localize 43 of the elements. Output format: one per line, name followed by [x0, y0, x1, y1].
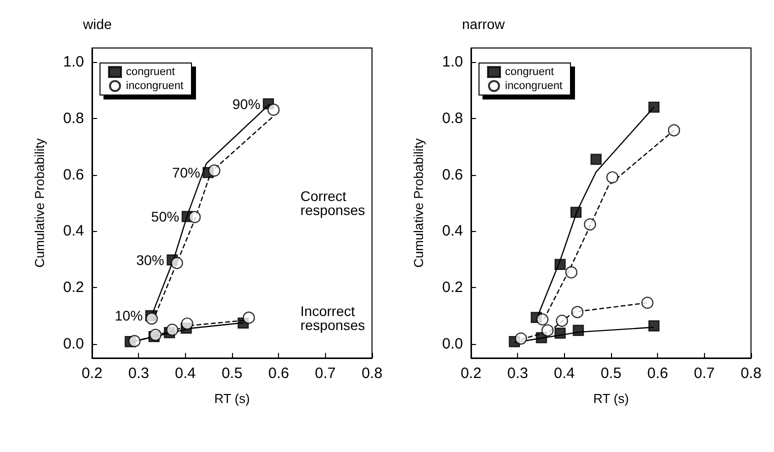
y-tick-label: 0.8: [442, 110, 463, 127]
y-tick-label: 0.8: [63, 110, 84, 127]
legend-label: congruent: [126, 66, 175, 78]
y-tick-label: 0.4: [442, 222, 463, 240]
x-tick-label: 0.5: [222, 365, 242, 382]
x-tick-label: 0.8: [740, 365, 762, 382]
annotation: 50%: [151, 208, 180, 225]
y-tick-label: 0.0: [63, 335, 84, 352]
y-tick-label: 0.0: [442, 335, 463, 352]
x-tick-label: 0.7: [314, 365, 336, 382]
y-tick-label: 0.2: [63, 279, 84, 296]
legend-label: incongruent: [126, 80, 184, 92]
y-tick-label: 0.4: [63, 222, 84, 240]
x-axis-title: RT (s): [214, 391, 250, 406]
annotation: 30%: [136, 252, 164, 268]
annotation: 90%: [232, 96, 260, 112]
chart-title: wide: [82, 16, 112, 32]
annotation: Incorrect responses: [300, 303, 365, 333]
x-tick-label: 0.3: [128, 365, 150, 382]
x-axis-title: RT (s): [593, 391, 629, 406]
annotation: 70%: [172, 164, 200, 181]
x-tick-label: 0.2: [460, 365, 482, 382]
x-tick-label: 0.4: [554, 365, 575, 382]
y-tick-label: 0.6: [442, 166, 463, 184]
y-axis-title: Cumulative Probability: [32, 138, 47, 268]
y-axis-title: Cumulative Probability: [411, 138, 426, 268]
x-tick-label: 0.6: [268, 365, 290, 382]
legend-label: incongruent: [505, 80, 562, 92]
x-tick-label: 0.2: [82, 365, 102, 382]
x-tick-label: 0.6: [647, 365, 668, 382]
y-tick-label: 1.0: [442, 54, 463, 71]
x-tick-label: 0.7: [694, 365, 715, 382]
annotation: 10%: [114, 308, 143, 324]
x-tick-label: 0.4: [174, 365, 196, 382]
legend-label: congruent: [505, 66, 554, 78]
x-tick-label: 0.3: [507, 365, 528, 382]
y-tick-label: 1.0: [63, 54, 84, 71]
x-tick-label: 0.5: [600, 365, 622, 382]
annotation: Correct responses: [300, 188, 365, 218]
y-tick-label: 0.2: [442, 279, 463, 296]
x-tick-label: 0.8: [362, 365, 382, 382]
chart-title: narrow: [462, 16, 506, 32]
y-tick-label: 0.6: [63, 166, 84, 184]
